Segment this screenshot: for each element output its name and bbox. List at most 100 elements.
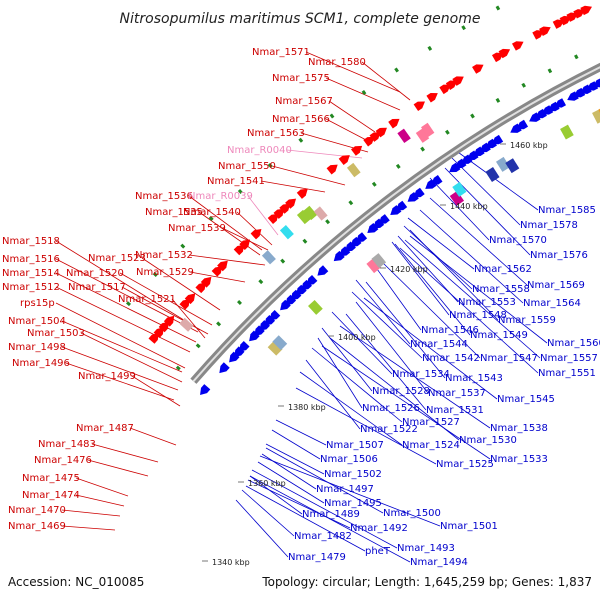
gc-tick-rect	[152, 272, 158, 277]
reverse-cds-arrow-shape	[200, 384, 211, 396]
right-leader-line	[429, 177, 490, 241]
feature-block-rect	[272, 335, 288, 351]
forward-cds-arrow	[439, 84, 451, 95]
forward-cds-arrow-shape	[158, 321, 170, 333]
right-gene-label: Nmar_1502	[324, 469, 382, 480]
gc-tick-rect	[175, 365, 181, 371]
right-leader-line	[317, 337, 363, 409]
forward-cds-arrow-shape	[279, 203, 291, 214]
gc-tick	[427, 45, 433, 51]
gc-tick	[126, 301, 131, 307]
left-gene-label: Nmar_1475	[22, 473, 80, 484]
forward-cds-arrow	[445, 80, 458, 90]
feature-block	[485, 167, 500, 182]
right-leader-line	[235, 499, 289, 558]
forward-cds-arrow	[217, 260, 228, 272]
reverse-cds-arrow	[344, 241, 356, 252]
feature-block-rect	[313, 206, 328, 221]
right-leader-line	[409, 235, 548, 344]
gc-tick-rect	[427, 45, 433, 51]
gc-tick	[348, 200, 354, 206]
right-gene-label: Nmar_1564	[523, 298, 581, 309]
gc-tick	[208, 215, 214, 221]
forward-cds-arrow	[498, 48, 511, 59]
right-gene-label: Nmar_1530	[459, 435, 517, 446]
gc-tick	[180, 243, 186, 249]
forward-cds-arrow	[388, 118, 400, 129]
feature-block	[279, 225, 294, 240]
reverse-cds-arrow	[234, 346, 245, 358]
forward-cds-arrow	[296, 188, 308, 199]
reverse-cds-arrow-shape	[367, 223, 379, 234]
reverse-cds-arrow-shape	[269, 309, 281, 321]
left-gene-label: Nmar_1518	[2, 236, 60, 247]
right-leader-line	[345, 313, 427, 411]
reverse-cds-arrow-shape	[350, 236, 362, 247]
forward-cds-arrow	[267, 213, 279, 225]
right-gene-label: Nmar_1558	[472, 284, 530, 295]
left-leader-line	[55, 286, 191, 353]
feature-block-rect	[179, 317, 194, 332]
right-leader-line	[351, 291, 423, 359]
forward-cds-arrow-shape	[375, 127, 387, 138]
right-leader-line	[257, 461, 325, 504]
reverse-cds-arrow-shape	[339, 246, 351, 257]
gc-tick-rect	[574, 54, 579, 60]
right-gene-label: Nmar_1522	[360, 424, 418, 435]
gc-tick	[461, 25, 466, 31]
gc-tick	[395, 163, 401, 169]
gc-tick-rect	[361, 90, 367, 95]
left-gene-label: Nmar_1503	[27, 328, 85, 339]
left-gene-label: Nmar_1550	[218, 161, 276, 172]
forward-cds-arrow-shape	[350, 145, 363, 156]
reverse-cds-arrow-shape	[491, 134, 504, 145]
reverse-cds-arrow	[339, 246, 351, 257]
reverse-cds-arrow	[413, 187, 425, 198]
gc-tick	[329, 113, 335, 119]
right-leader-line	[339, 325, 491, 429]
reverse-cds-arrow	[317, 265, 329, 276]
right-gene-label: Nmar_1479	[288, 552, 346, 563]
reverse-cds-arrow-shape	[390, 205, 402, 215]
left-gene-label: Nmar_R0039	[188, 191, 253, 202]
gc-tick-rect	[461, 25, 466, 31]
forward-cds-arrow	[426, 93, 438, 103]
right-gene-label: Nmar_1492	[350, 523, 408, 534]
right-leader-line	[371, 261, 422, 331]
left-leader-line	[305, 51, 401, 93]
left-leader-line	[286, 149, 363, 159]
forward-cds-arrow	[211, 266, 223, 277]
feature-block	[449, 190, 465, 206]
feature-block	[371, 253, 387, 269]
left-leader-line	[121, 286, 209, 335]
reverse-cds-arrow	[455, 158, 467, 169]
right-gene-label: Nmar_1585	[538, 205, 596, 216]
left-gene-label: Nmar_1470	[8, 505, 66, 516]
forward-cds-arrow-shape	[573, 9, 585, 19]
reverse-cds-arrow-shape	[425, 179, 437, 189]
right-gene-label: Nmar_1570	[489, 235, 547, 246]
forward-cds-arrow	[195, 282, 206, 294]
left-leader-line	[271, 165, 346, 186]
topology-label: Topology: circular; Length: 1,645,259 bp…	[261, 575, 592, 589]
forward-cds-arrow-shape	[195, 282, 206, 294]
left-gene-label: Nmar_1580	[308, 57, 366, 68]
reverse-cds-arrow-shape	[449, 162, 461, 173]
feature-block	[505, 158, 520, 174]
right-gene-label: Nmar_1548	[449, 310, 507, 321]
forward-cds-arrow-shape	[326, 164, 338, 175]
right-gene-label: Nmar_1546	[421, 325, 479, 336]
reverse-cds-arrow-shape	[234, 346, 245, 358]
forward-cds-arrow-shape	[472, 64, 484, 74]
right-gene-label: Nmar_1578	[520, 220, 578, 231]
left-gene-label: Nmar_1541	[207, 176, 265, 187]
right-gene-label: Nmar_1551	[538, 368, 596, 379]
backbone-highlight	[192, 66, 600, 382]
feature-block-rect	[261, 250, 276, 265]
right-gene-label: Nmar_1528	[372, 386, 430, 397]
gc-tick-rect	[126, 301, 131, 307]
feature-block-rect	[449, 190, 465, 206]
left-gene-label: Nmar_1532	[135, 250, 193, 261]
gc-tick-rect	[302, 238, 308, 244]
